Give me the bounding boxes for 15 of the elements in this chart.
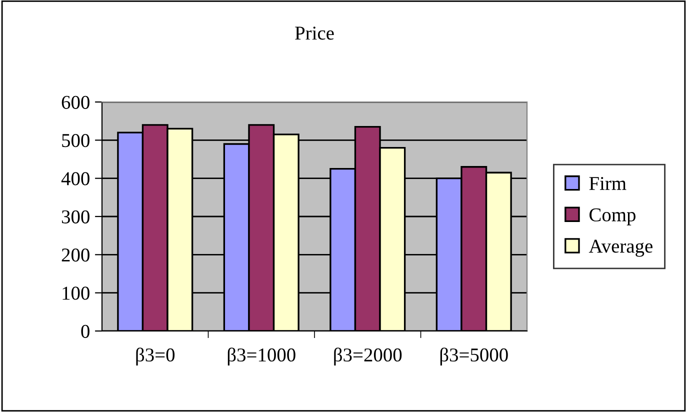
- y-tick-label: 500: [62, 134, 90, 148]
- legend-label: Average: [588, 240, 652, 257]
- legend-label: Firm: [589, 176, 626, 190]
- y-tick-label: 200: [62, 248, 90, 262]
- y-tick-label: 100: [62, 286, 90, 300]
- y-tick-label: 0: [81, 324, 90, 338]
- y-tick-label: 300: [62, 210, 90, 224]
- legend-label: Comp: [590, 208, 636, 226]
- y-tick-label: 400: [61, 172, 90, 186]
- x-tick-label: β3=0: [136, 348, 175, 366]
- y-tick-label: 600: [62, 96, 90, 109]
- chart-title: Price: [295, 26, 334, 40]
- x-tick-label: β3=2000: [334, 348, 402, 366]
- x-tick-label: β3=1000: [228, 348, 296, 366]
- x-tick-label: β3=5000: [440, 348, 508, 366]
